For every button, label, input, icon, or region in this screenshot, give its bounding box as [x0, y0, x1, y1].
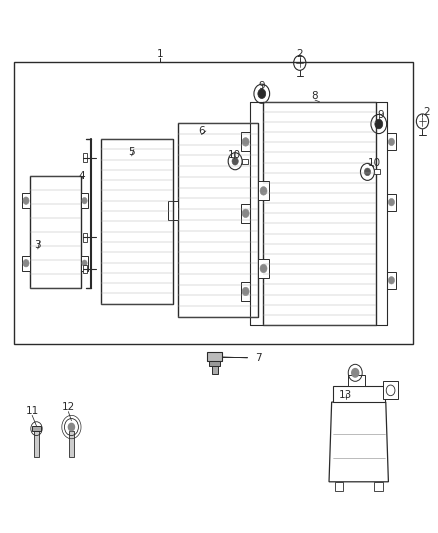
Bar: [34, 431, 39, 457]
Text: 9: 9: [377, 110, 384, 120]
Bar: [209, 361, 220, 367]
Circle shape: [23, 197, 29, 205]
Circle shape: [389, 138, 395, 146]
Bar: [101, 139, 173, 304]
Text: 10: 10: [228, 150, 241, 160]
Text: 13: 13: [339, 390, 352, 400]
Bar: [387, 272, 396, 289]
Text: 3: 3: [35, 240, 41, 250]
Bar: [207, 352, 223, 361]
Polygon shape: [329, 402, 389, 482]
Circle shape: [260, 187, 267, 195]
Circle shape: [258, 89, 266, 99]
Circle shape: [242, 138, 249, 146]
Bar: [83, 154, 87, 162]
Bar: [32, 426, 41, 431]
Text: 2: 2: [297, 49, 303, 59]
Bar: [83, 233, 87, 241]
Circle shape: [242, 287, 249, 296]
Bar: [81, 256, 88, 271]
Bar: [374, 169, 380, 174]
Bar: [241, 204, 251, 223]
Text: 11: 11: [25, 406, 39, 416]
Circle shape: [364, 168, 371, 176]
Bar: [241, 282, 251, 301]
Bar: [81, 193, 88, 208]
Bar: [168, 201, 177, 220]
Text: 9: 9: [258, 81, 265, 91]
Bar: [332, 386, 385, 402]
Bar: [30, 176, 81, 288]
Circle shape: [389, 198, 395, 206]
Circle shape: [352, 368, 359, 377]
Circle shape: [375, 119, 383, 129]
Bar: [69, 431, 74, 457]
Bar: [374, 482, 383, 491]
Circle shape: [82, 260, 87, 266]
Bar: [258, 181, 269, 200]
Text: 7: 7: [255, 353, 261, 363]
Bar: [212, 367, 218, 374]
Text: 1: 1: [157, 49, 163, 59]
Bar: [335, 482, 343, 491]
Circle shape: [23, 260, 29, 267]
Bar: [263, 102, 376, 325]
Bar: [14, 62, 413, 344]
Text: 10: 10: [367, 158, 381, 168]
Bar: [241, 132, 251, 151]
Bar: [258, 259, 269, 278]
Circle shape: [386, 385, 395, 395]
Bar: [387, 193, 396, 211]
Text: 5: 5: [128, 147, 135, 157]
Text: 2: 2: [423, 107, 430, 117]
Circle shape: [260, 264, 267, 273]
Bar: [242, 159, 248, 164]
Text: 12: 12: [62, 402, 75, 413]
Circle shape: [389, 277, 395, 284]
Polygon shape: [383, 381, 398, 399]
Circle shape: [68, 423, 74, 431]
Circle shape: [232, 157, 238, 165]
Text: 4: 4: [78, 171, 85, 181]
Bar: [21, 256, 30, 271]
Text: 6: 6: [198, 126, 205, 136]
Bar: [21, 193, 30, 208]
Bar: [83, 265, 87, 273]
Bar: [348, 375, 365, 386]
Circle shape: [82, 198, 87, 204]
Bar: [387, 133, 396, 150]
Text: 8: 8: [312, 91, 318, 101]
Bar: [177, 123, 258, 317]
Circle shape: [242, 209, 249, 217]
